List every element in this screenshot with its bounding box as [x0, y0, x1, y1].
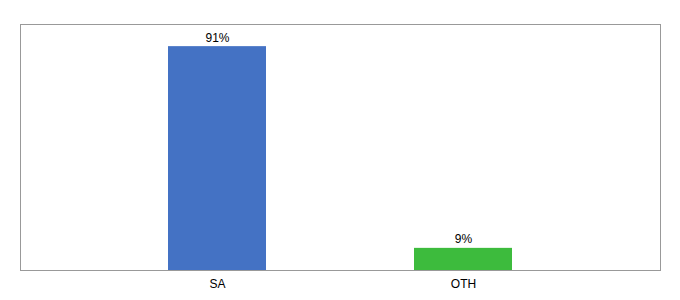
- svg-text:9%: 9%: [455, 232, 473, 246]
- svg-text:OTH: OTH: [451, 277, 476, 291]
- svg-text:91%: 91%: [205, 31, 229, 45]
- svg-text:SA: SA: [209, 277, 225, 291]
